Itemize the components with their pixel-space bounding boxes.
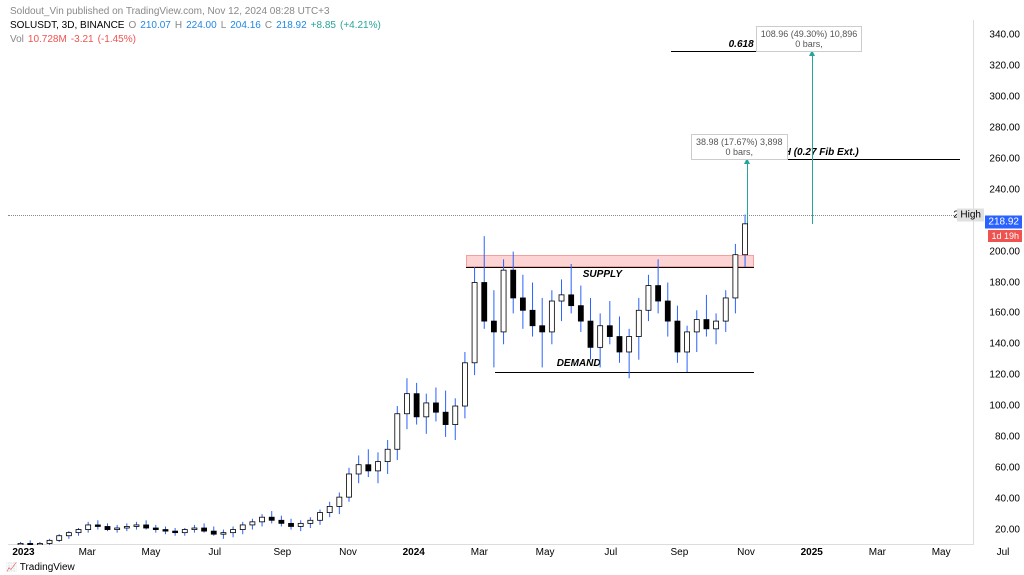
y-axis-label: 320.00 xyxy=(989,61,1020,72)
x-axis-label: Sep xyxy=(670,547,688,558)
tradingview-logo: TradingView xyxy=(6,562,75,573)
y-axis[interactable]: 20.00 40.00 60.00 80.00 100.00 120.00 140.00 16… xyxy=(974,20,1024,545)
x-axis-label: Jul xyxy=(208,547,221,558)
x-axis-label: May xyxy=(142,547,161,558)
y-axis-label: 140.00 xyxy=(989,339,1020,350)
publish-byline: Soldout_Vin published on TradingView.com… xyxy=(10,6,330,17)
y-axis-label: 340.00 xyxy=(989,30,1020,41)
x-axis-label: 2024 xyxy=(403,547,425,558)
y-axis-label: 280.00 xyxy=(989,123,1020,134)
x-axis-label: Mar xyxy=(79,547,96,558)
x-axis-label: Nov xyxy=(339,547,357,558)
y-axis-label: 180.00 xyxy=(989,277,1020,288)
countdown-tag: 1d 19h xyxy=(988,230,1022,242)
x-axis-label: 2023 xyxy=(12,547,34,558)
x-axis-label: Jul xyxy=(604,547,617,558)
y-axis-label: 60.00 xyxy=(995,462,1020,473)
x-axis-label: Mar xyxy=(471,547,488,558)
y-axis-label: 200.00 xyxy=(989,246,1020,257)
y-axis-label: 20.00 xyxy=(995,524,1020,535)
high-tag: High xyxy=(957,208,984,221)
y-axis-label: 80.00 xyxy=(995,431,1020,442)
y-axis-label: 120.00 xyxy=(989,370,1020,381)
y-axis-label: 160.00 xyxy=(989,308,1020,319)
x-axis-label: May xyxy=(932,547,951,558)
y-axis-label: 300.00 xyxy=(989,92,1020,103)
x-axis-label: 2025 xyxy=(801,547,823,558)
x-axis-label: Mar xyxy=(869,547,886,558)
x-axis-label: Jul xyxy=(997,547,1010,558)
candlestick-series xyxy=(8,20,974,545)
chart-area[interactable]: SUPPLYDEMANDATH (0.27 Fib Ext.)0.618 Fib… xyxy=(8,20,974,545)
x-axis-label: May xyxy=(536,547,555,558)
y-axis-label: 100.00 xyxy=(989,401,1020,412)
x-axis-label: Sep xyxy=(273,547,291,558)
y-axis-label: 240.00 xyxy=(989,184,1020,195)
x-axis[interactable]: 2023 Mar May Jul Sep Nov 2024 Mar May Jul Sep Nov 20… xyxy=(8,547,974,561)
x-axis-label: Nov xyxy=(737,547,755,558)
y-axis-label: 40.00 xyxy=(995,493,1020,504)
price-tag: 218.92 xyxy=(985,216,1022,229)
y-axis-label: 260.00 xyxy=(989,153,1020,164)
